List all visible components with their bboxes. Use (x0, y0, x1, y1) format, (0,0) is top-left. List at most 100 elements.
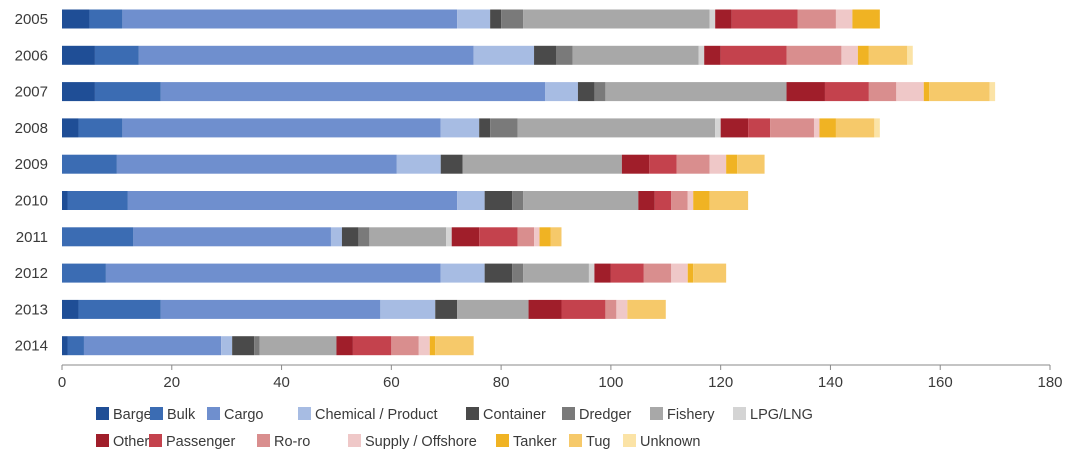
bar-segment-cargo-2012 (105, 263, 441, 283)
legend-item-cargo: Cargo (207, 407, 264, 423)
bar-segment-dredger-2006 (556, 45, 573, 65)
bar-segment-dredger-2014 (254, 336, 260, 356)
bar-segment-dredger-2012 (512, 263, 524, 283)
bar-segment-ro-ro-2012 (643, 263, 672, 283)
bar-segment-container-2013 (435, 299, 458, 319)
bar-segment-tug-2008 (835, 118, 875, 138)
bar-segment-cargo-2011 (133, 227, 331, 247)
bar-segment-lpg-lng-2012 (588, 263, 595, 283)
x-tick-label: 140 (818, 374, 843, 391)
bar-segment-bulk-2006 (94, 45, 139, 65)
bar-segment-ro-ro-2008 (770, 118, 814, 138)
legend-item-fishery: Fishery (650, 407, 715, 423)
bar-segment-chemical-product-2008 (440, 118, 480, 138)
bar-segment-tug-2006 (868, 45, 908, 65)
legend-label: Tanker (513, 434, 557, 450)
bar-segment-chemical-product-2005 (457, 9, 491, 29)
bar-segment-cargo-2007 (160, 82, 546, 102)
bar-segment-ro-ro-2011 (517, 227, 535, 247)
bar-segment-chemical-product-2006 (473, 45, 535, 65)
bar-segment-other-2012 (594, 263, 611, 283)
bar-segment-chemical-product-2009 (396, 154, 441, 174)
bar-segment-supply-offshore-2014 (418, 336, 430, 356)
bar-segment-supply-offshore-2008 (813, 118, 820, 138)
bar-segment-container-2009 (440, 154, 463, 174)
bar-segment-tanker-2010 (693, 191, 710, 210)
bar-segment-ro-ro-2010 (671, 191, 688, 210)
y-tick-label: 2007 (15, 84, 48, 101)
bar-segment-tug-2007 (929, 82, 990, 102)
legend-item-tug: Tug (569, 434, 610, 450)
y-tick-label: 2005 (15, 11, 48, 28)
bar-segment-tug-2011 (550, 227, 562, 247)
bar-segment-supply-offshore-2012 (671, 263, 688, 283)
bar-segment-barge-2007 (62, 82, 95, 102)
bar-segment-chemical-product-2007 (545, 82, 578, 102)
bar-segment-supply-offshore-2013 (616, 299, 628, 319)
bar-segment-bulk-2013 (78, 299, 161, 319)
legend-swatch (569, 434, 582, 447)
bar-segment-chemical-product-2010 (457, 191, 485, 210)
legend-swatch (562, 407, 575, 420)
bar-segment-supply-offshore-2006 (841, 45, 858, 65)
bar-segment-fishery-2014 (259, 336, 337, 356)
bar-segment-container-2010 (484, 191, 513, 210)
bar-segment-lpg-lng-2006 (698, 45, 705, 65)
bar-segment-container-2008 (479, 118, 491, 138)
legend: Barge Bulk Cargo Chemical / Product Containe… (96, 407, 813, 450)
bar-segment-fishery-2011 (369, 227, 447, 247)
bar-segment-fishery-2009 (462, 154, 622, 174)
bar-segment-cargo-2006 (138, 45, 474, 65)
bar-segment-dredger-2007 (594, 82, 606, 102)
bar-segment-lpg-lng-2011 (446, 227, 452, 247)
bar-segment-passenger-2010 (654, 191, 672, 210)
bar-segment-barge-2008 (62, 118, 79, 138)
legend-label: Cargo (224, 407, 264, 423)
bar-segment-barge-2014 (62, 336, 68, 356)
bar-segment-cargo-2010 (127, 191, 458, 210)
legend-item-container: Container (466, 407, 546, 423)
bar-segment-unknown-2006 (907, 45, 913, 65)
bar-segment-barge-2010 (62, 191, 68, 210)
bar-segment-ro-ro-2007 (868, 82, 897, 102)
bar-segment-lpg-lng-2005 (709, 9, 716, 29)
bars-layer (62, 9, 996, 356)
y-tick-label: 2014 (15, 338, 48, 355)
legend-item-barge: Barge (96, 407, 152, 423)
bar-segment-tanker-2012 (687, 263, 694, 283)
bar-segment-cargo-2005 (122, 9, 458, 29)
legend-item-bulk: Bulk (150, 407, 196, 423)
bar-segment-ro-ro-2006 (786, 45, 842, 65)
legend-swatch (149, 434, 162, 447)
x-tick-label: 40 (273, 374, 290, 391)
x-tick-label: 20 (163, 374, 180, 391)
bar-segment-tanker-2005 (852, 9, 880, 29)
bar-segment-other-2011 (451, 227, 480, 247)
bar-segment-unknown-2008 (874, 118, 880, 138)
legend-item-other: Other (96, 434, 149, 450)
legend-swatch (96, 407, 109, 420)
bar-segment-fishery-2008 (517, 118, 716, 138)
bar-segment-bulk-2012 (62, 263, 106, 283)
legend-item-tanker: Tanker (496, 434, 557, 450)
bar-segment-cargo-2014 (83, 336, 222, 356)
bar-segment-other-2008 (720, 118, 749, 138)
bar-segment-ro-ro-2014 (391, 336, 419, 356)
bar-segment-passenger-2011 (479, 227, 518, 247)
bar-segment-tanker-2006 (857, 45, 869, 65)
legend-swatch (348, 434, 361, 447)
x-tick-label: 100 (598, 374, 623, 391)
legend-item-ro-ro: Ro-ro (257, 434, 310, 450)
legend-label: Tug (586, 434, 610, 450)
bar-segment-passenger-2008 (748, 118, 771, 138)
bar-segment-tanker-2007 (923, 82, 930, 102)
legend-swatch (150, 407, 163, 420)
bar-segment-tug-2009 (737, 154, 765, 174)
bar-segment-container-2014 (232, 336, 255, 356)
bar-segment-barge-2013 (62, 299, 79, 319)
x-tick-label: 0 (58, 374, 66, 391)
bar-segment-bulk-2009 (62, 154, 117, 174)
bar-segment-ro-ro-2013 (605, 299, 617, 319)
